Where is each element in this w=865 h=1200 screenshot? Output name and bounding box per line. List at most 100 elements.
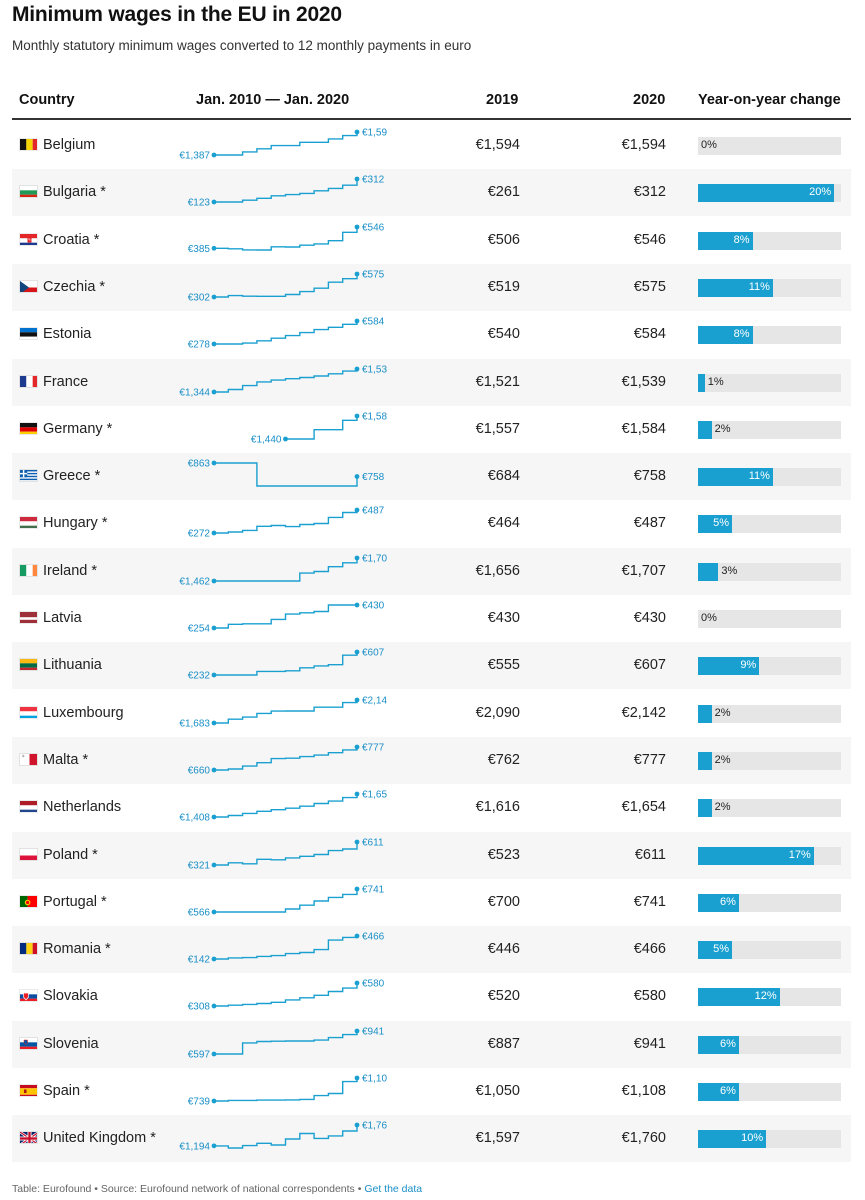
trend-sparkline: €1,344 €1,53 <box>179 364 387 398</box>
trend-end-point <box>354 318 360 324</box>
trend-end-label: €312 <box>362 175 385 186</box>
trend-sparkline: €302 €575 <box>188 269 385 303</box>
change-bar-track: 5% <box>698 941 841 960</box>
value-2019: €1,050 <box>475 1083 520 1099</box>
change-bar <box>698 420 712 439</box>
trend-sparkline: €232 €607 <box>188 648 385 682</box>
slovakia-flag-icon <box>19 989 38 1003</box>
value-2019: €555 <box>487 657 520 674</box>
value-2019: €700 <box>487 893 520 910</box>
value-2020: €611 <box>634 846 666 863</box>
table-row: Ireland * €1,462 €1,70 €1,656 €1,707 3% <box>12 547 851 595</box>
value-2019: €540 <box>487 326 520 343</box>
trend-line <box>214 321 358 345</box>
country-name: Belgium <box>43 137 96 153</box>
change-label: 8% <box>733 328 750 341</box>
trend-sparkline: €1,462 €1,70 <box>179 553 387 587</box>
table-row: Estonia €278 €584 €540 €584 8% <box>12 311 851 358</box>
value-2020: €1,654 <box>621 799 666 816</box>
trend-line <box>214 368 358 393</box>
change-label: 6% <box>720 1037 736 1050</box>
page-title: Minimum wages in the EU in 2020 <box>12 3 342 26</box>
change-label: 5% <box>713 943 729 956</box>
trend-line <box>214 226 358 251</box>
change-label: 0% <box>701 612 717 624</box>
header-change[interactable]: Year-on-year change <box>698 92 841 108</box>
table-row: Malta * €660 €777 €762 €777 2% <box>12 736 851 784</box>
trend-line <box>214 462 358 487</box>
trend-start-point <box>211 1051 217 1057</box>
trend-start-point <box>211 199 217 205</box>
value-2019: €1,557 <box>475 420 520 437</box>
value-2020: €1,707 <box>621 562 666 579</box>
trend-start-label: €739 <box>188 1097 211 1108</box>
trend-end-label: €466 <box>362 932 385 943</box>
change-bar <box>698 468 773 487</box>
country-name: Croatia * <box>43 231 100 248</box>
trend-end-point <box>354 474 360 479</box>
spain-flag-icon <box>19 1084 38 1097</box>
country-name: Portugal * <box>43 893 107 910</box>
trend-start-point <box>283 436 288 442</box>
czechia-flag-icon <box>19 279 38 293</box>
table-row: Latvia €254 €430 €430 €430 0% <box>12 595 851 642</box>
trend-end-point <box>354 366 360 371</box>
trend-line <box>214 273 358 298</box>
value-2020: €758 <box>633 468 666 485</box>
trend-sparkline: €863 €758 <box>188 459 385 487</box>
country-name: France <box>43 373 89 390</box>
trend-start-label: €123 <box>188 198 211 209</box>
table-row: United Kingdom * €1,194 €1,76 €1,597 €1,760 1… <box>12 1115 851 1163</box>
trend-start-label: €1,440 <box>251 434 282 445</box>
latvia-flag-icon <box>19 611 38 624</box>
country-name: Malta * <box>43 751 89 768</box>
value-2019: €506 <box>487 231 520 248</box>
get-the-data-link[interactable]: Get the data <box>364 1183 423 1195</box>
change-bar <box>698 751 712 770</box>
table-row: France €1,344 €1,53 €1,521 €1,539 1% <box>12 358 851 406</box>
value-2019: €887 <box>487 1035 520 1052</box>
trend-end-label: €1,59 <box>362 128 387 139</box>
change-bar <box>698 231 753 250</box>
trend-end-label: €575 <box>362 269 385 280</box>
header-trend: Jan. 2010 — Jan. 2020 <box>196 92 350 108</box>
trend-start-label: €272 <box>188 529 211 540</box>
header-divider <box>12 118 851 120</box>
change-label: 1% <box>707 375 724 388</box>
trend-sparkline: €385 €546 <box>188 222 385 254</box>
trend-end-label: €430 <box>362 601 385 612</box>
trend-start-label: €1,344 <box>179 387 210 398</box>
lithuania-flag-icon <box>19 658 38 672</box>
trend-sparkline: €272 €487 <box>188 506 385 540</box>
trend-line <box>214 1030 358 1055</box>
header-country[interactable]: Country <box>19 92 75 108</box>
table-row: Slovenia €597 €941 €887 €941 6% <box>12 1020 851 1068</box>
trend-start-point <box>211 1098 217 1104</box>
header-2019[interactable]: 2019 <box>486 92 519 108</box>
country-name: Greece * <box>43 468 101 485</box>
table-row: Luxembourg €1,683 €2,14 €2,090 €2,142 2% <box>12 690 851 737</box>
trend-end-label: €777 <box>362 742 385 753</box>
trend-sparkline: €660 €777 <box>188 742 385 776</box>
change-bar-track: 6% <box>698 1083 841 1101</box>
trend-start-point <box>211 862 217 867</box>
value-2019: €523 <box>487 846 520 863</box>
change-bar <box>698 988 780 1007</box>
change-label: 20% <box>809 186 832 199</box>
value-2020: €1,760 <box>621 1130 666 1147</box>
poland-flag-icon <box>19 847 38 861</box>
trend-start-label: €660 <box>188 765 211 776</box>
hungary-flag-icon <box>19 516 38 530</box>
trend-start-point <box>211 245 217 251</box>
change-label: 6% <box>720 1085 736 1097</box>
trend-sparkline: €142 €466 <box>188 932 385 966</box>
trend-end-label: €1,76 <box>362 1121 387 1132</box>
country-name: Spain * <box>43 1083 90 1099</box>
trend-start-point <box>211 152 217 158</box>
value-2019: €520 <box>487 988 520 1005</box>
change-bar <box>698 278 773 297</box>
header-2020[interactable]: 2020 <box>633 92 666 108</box>
trend-start-label: €308 <box>188 1002 211 1013</box>
trend-end-point <box>354 744 360 750</box>
value-2020: €1,584 <box>621 420 666 437</box>
